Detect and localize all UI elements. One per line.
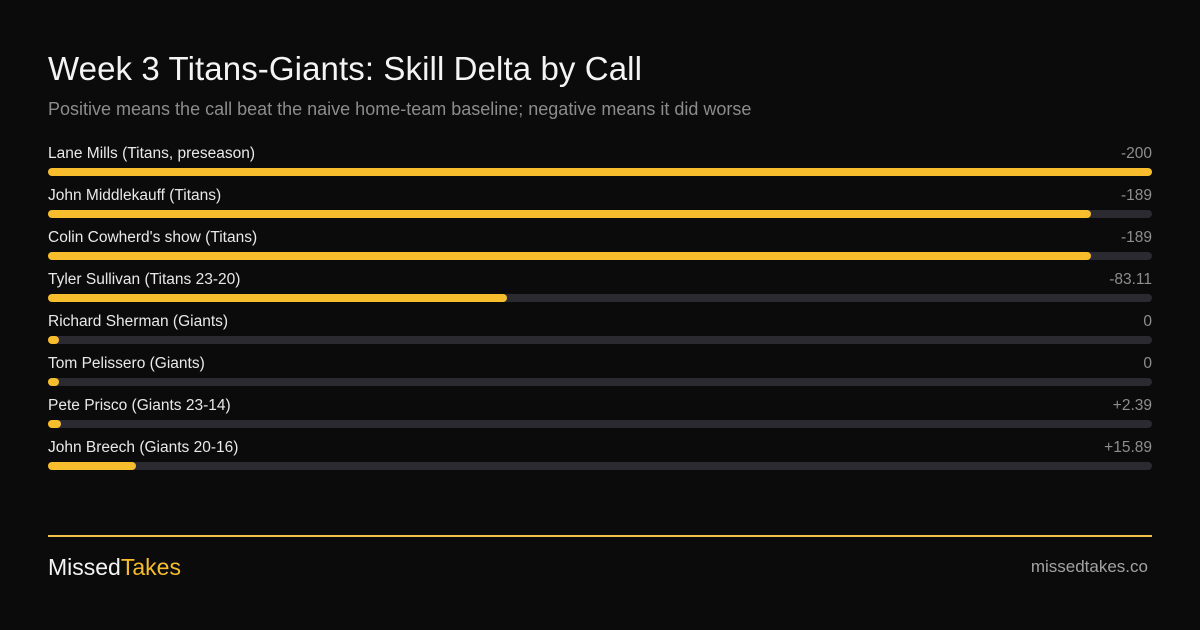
bar-fill bbox=[48, 336, 59, 344]
bar-value-label: 0 bbox=[1143, 313, 1152, 330]
bar-fill bbox=[48, 420, 62, 428]
bar-label: John Breech (Giants 20-16) bbox=[48, 439, 239, 456]
bar-value-label: -189 bbox=[1120, 229, 1152, 246]
brand-logo-part2: Takes bbox=[120, 554, 181, 580]
site-link[interactable]: missedtakes.co bbox=[1030, 557, 1148, 576]
bar-label: Pete Prisco (Giants 23-14) bbox=[48, 397, 231, 414]
bar-value-label: +15.89 bbox=[1104, 439, 1152, 456]
bar-track bbox=[48, 420, 1152, 428]
bar-track bbox=[48, 252, 1152, 260]
bar-label: Richard Sherman (Giants) bbox=[48, 313, 229, 330]
bar-row: Richard Sherman (Giants) 0 bbox=[48, 311, 1152, 353]
bar-fill bbox=[48, 294, 507, 302]
bar-row: John Breech (Giants 20-16) +15.89 bbox=[48, 437, 1152, 479]
bar-fill bbox=[48, 378, 59, 386]
bar-chart: Lane Mills (Titans, preseason) -200 John M… bbox=[48, 143, 1152, 479]
brand-logo-part1: Missed bbox=[48, 554, 121, 580]
bar-track bbox=[48, 294, 1152, 302]
bar-fill bbox=[48, 168, 1152, 176]
bar-fill bbox=[48, 210, 1092, 218]
bar-track bbox=[48, 378, 1152, 386]
bar-label: Lane Mills (Titans, preseason) bbox=[48, 145, 256, 162]
bar-label: Colin Cowherd's show (Titans) bbox=[48, 229, 258, 246]
bar-fill bbox=[48, 462, 136, 470]
bar-value-label: -83.11 bbox=[1109, 271, 1152, 288]
bar-label: John Middlekauff (Titans) bbox=[48, 187, 222, 204]
footer-divider bbox=[48, 535, 1152, 537]
bar-row: Lane Mills (Titans, preseason) -200 bbox=[48, 143, 1152, 185]
bar-track bbox=[48, 336, 1152, 344]
bar-row: Colin Cowherd's show (Titans) -189 bbox=[48, 227, 1152, 269]
bar-row: Tyler Sullivan (Titans 23-20) -83.11 bbox=[48, 269, 1152, 311]
bar-label: Tyler Sullivan (Titans 23-20) bbox=[48, 271, 241, 288]
bar-row: John Middlekauff (Titans) -189 bbox=[48, 185, 1152, 227]
bar-value-label: 0 bbox=[1143, 355, 1152, 372]
bar-track bbox=[48, 462, 1152, 470]
chart-title: Week 3 Titans-Giants: Skill Delta by Cal… bbox=[48, 50, 643, 87]
brand-logo[interactable]: MissedTakes bbox=[48, 554, 181, 581]
bar-row: Tom Pelissero (Giants) 0 bbox=[48, 353, 1152, 395]
bar-value-label: +2.39 bbox=[1112, 397, 1152, 414]
bar-row: Pete Prisco (Giants 23-14) +2.39 bbox=[48, 395, 1152, 437]
bar-track bbox=[48, 210, 1152, 218]
chart-subtitle: Positive means the call beat the naive h… bbox=[48, 99, 752, 119]
bar-label: Tom Pelissero (Giants) bbox=[48, 355, 205, 372]
bar-track bbox=[48, 168, 1152, 176]
bar-value-label: -200 bbox=[1120, 145, 1152, 162]
bar-value-label: -189 bbox=[1120, 187, 1152, 204]
bar-fill bbox=[48, 252, 1092, 260]
